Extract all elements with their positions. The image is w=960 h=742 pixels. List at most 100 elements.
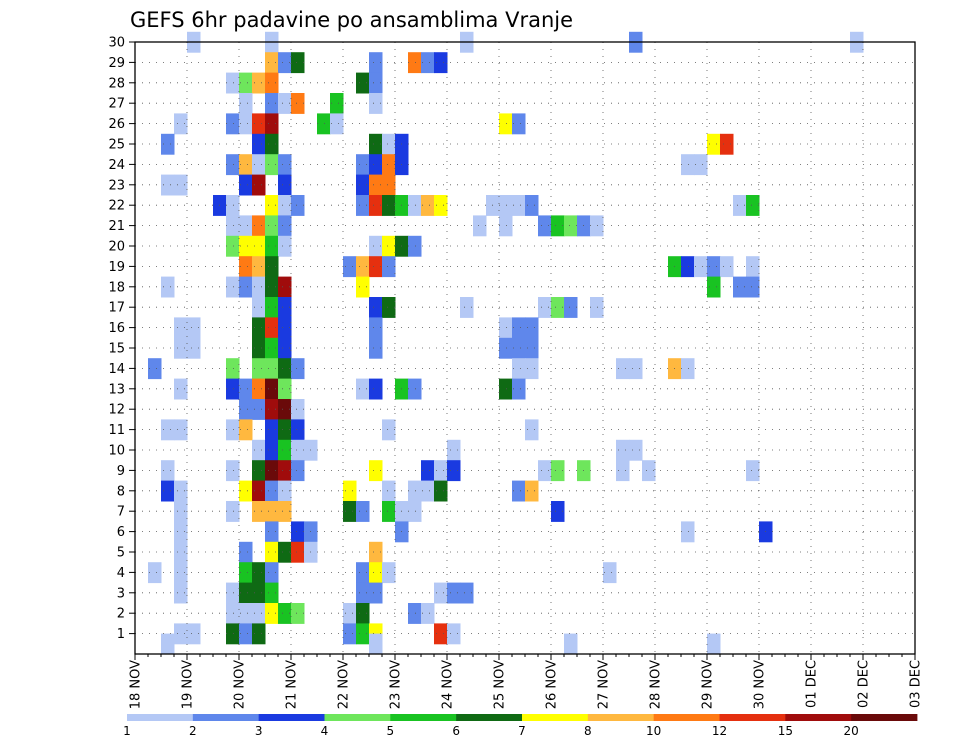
ensemble-cell [265,541,279,563]
ensemble-cell [369,562,383,584]
ensemble-cell [239,480,253,502]
y-tick-label: 15 [108,342,125,357]
ensemble-cell [538,215,552,237]
ensemble-cell [278,52,292,74]
ensemble-cell [239,562,253,584]
ensemble-cell [226,378,240,400]
ensemble-cell [174,562,188,584]
ensemble-cell [278,276,292,298]
x-tick-label: 27 NOV [597,660,612,709]
ensemble-cell [226,276,240,298]
ensemble-cell [291,93,305,114]
ensemble-cell [356,256,370,278]
y-axis: 1234567891011121314151617181920212223242… [108,36,135,642]
ensemble-cell [278,297,292,318]
ensemble-cell [343,603,357,624]
ensemble-cell [343,256,357,278]
ensemble-cell [707,256,721,278]
ensemble-cell [239,541,253,563]
ensemble-cell [707,133,721,155]
ensemble-cell [265,562,279,584]
ensemble-cell [239,256,253,278]
ensemble-cell [252,378,266,400]
colorbar-label: 3 [255,724,263,738]
ensemble-cell [252,297,266,318]
ensemble-cell [239,215,253,237]
ensemble-cell [512,195,526,216]
ensemble-cell [226,113,240,135]
y-tick-label: 4 [117,566,125,581]
colorbar-swatch [587,714,655,721]
ensemble-cell [551,460,565,482]
ensemble-cell [265,603,279,624]
ensemble-cell [369,174,383,196]
ensemble-cell [174,623,188,645]
ensemble-cell [330,113,344,135]
ensemble-cell [499,337,513,359]
x-tick-label: 28 NOV [649,660,664,709]
colorbar-swatch [390,714,457,721]
ensemble-cell [278,501,292,522]
ensemble-cell [265,419,279,441]
ensemble-cell [161,419,175,441]
ensemble-cell [616,439,630,461]
ensemble-cell [161,174,175,196]
ensemble-cell [551,215,565,237]
ensemble-cell [434,52,448,74]
ensemble-cell [265,378,279,400]
ensemble-cell [629,358,643,380]
colorbar-label: 2 [189,724,197,738]
ensemble-cell [382,297,396,318]
ensemble-cell [616,460,630,482]
ensemble-cell [278,399,292,420]
y-tick-label: 12 [108,403,125,418]
ensemble-cell [226,419,240,441]
ensemble-cell [590,215,604,237]
ensemble-cell [408,480,422,502]
y-tick-label: 8 [117,484,125,499]
ensemble-cell [265,337,279,359]
ensemble-cell [265,72,279,94]
ensemble-cell [525,337,539,359]
y-tick-label: 26 [108,117,125,132]
ensemble-cell [174,317,188,339]
y-tick-label: 11 [108,423,125,438]
ensemble-cell [681,521,695,543]
ensemble-cell [278,603,292,624]
ensemble-cell [278,195,292,216]
ensemble-cell [616,358,630,380]
ensemble-cell [512,378,526,400]
ensemble-cell [356,72,370,94]
ensemble-cell [252,133,266,155]
ensemble-cell [239,154,253,176]
colorbar-legend: 1 2 3 4 5 6 7 8 10 12 15 20 [123,714,918,738]
y-tick-label: 30 [108,36,125,51]
ensemble-cell [382,133,396,155]
ensemble-cell [525,480,539,502]
colorbar-label: 1 [123,724,131,738]
ensemble-cell [239,72,253,94]
ensemble-cell [252,256,266,278]
ensemble-cell [356,582,370,604]
colorbar-swatch [719,714,786,721]
ensemble-cell [369,133,383,155]
ensemble-cell [356,562,370,584]
ensemble-cell [499,195,513,216]
ensemble-cell [369,460,383,482]
y-tick-label: 13 [108,382,125,397]
ensemble-cell [681,256,695,278]
ensemble-cell [421,480,435,502]
ensemble-cell [239,623,253,645]
ensemble-cell [265,113,279,135]
ensemble-cell [252,276,266,298]
colorbar-swatch [324,714,391,721]
ensemble-cell [369,633,383,655]
ensemble-cell [174,378,188,400]
ensemble-cell [291,541,305,563]
ensemble-cell [447,582,461,604]
ensemble-cell [174,113,188,135]
ensemble-cell [343,501,357,522]
ensemble-cell [174,501,188,522]
x-tick-label: 19 NOV [181,660,196,709]
ensemble-cell [226,501,240,522]
